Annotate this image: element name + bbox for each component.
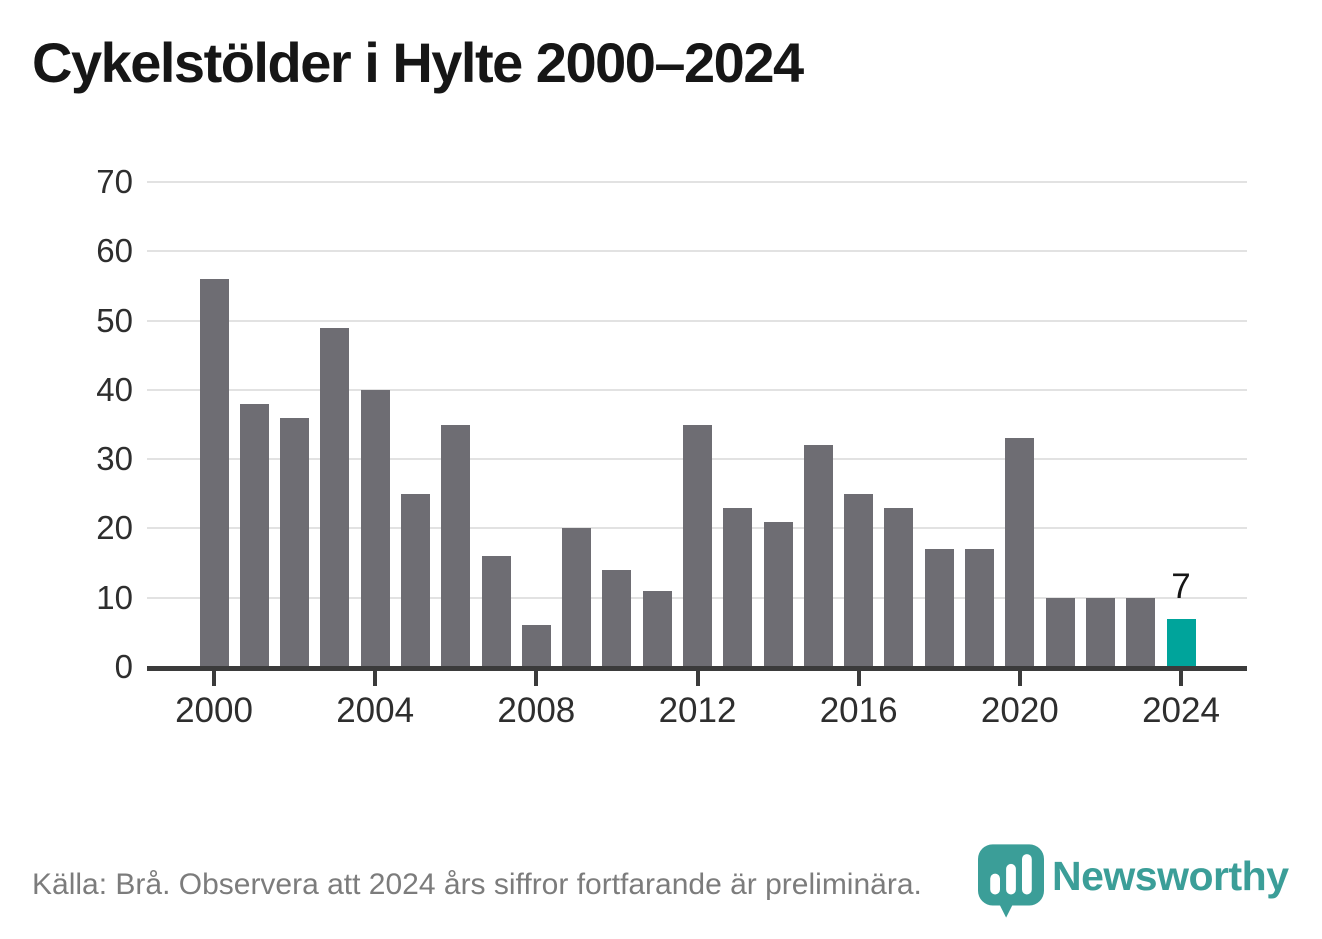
bar-2006	[441, 424, 471, 667]
x-axis-label-2016: 2016	[819, 691, 898, 730]
x-axis-label-2000: 2000	[175, 691, 253, 730]
bar-2012	[683, 424, 712, 667]
bar-2010	[602, 570, 632, 667]
x-axis-tick-2020	[1017, 670, 1022, 686]
newsworthy-pin-icon	[978, 844, 1044, 918]
x-axis-line	[147, 666, 1247, 671]
x-axis-label-2012: 2012	[658, 691, 737, 730]
y-axis-label-50: 50	[96, 301, 133, 339]
bar-2019	[965, 549, 995, 667]
bar-2017	[884, 507, 914, 667]
gridline-40	[147, 388, 1247, 391]
x-axis-tick-2012	[695, 670, 700, 686]
y-axis-label-40: 40	[96, 370, 133, 408]
y-axis-label-20: 20	[96, 509, 133, 547]
y-axis-label-30: 30	[96, 440, 133, 478]
bar-2022	[1085, 597, 1115, 667]
bar-2016	[844, 493, 874, 667]
source-note: Källa: Brå. Observera att 2024 års siffr…	[32, 868, 922, 901]
x-axis-tick-2016	[856, 670, 861, 686]
bar-2011	[642, 590, 672, 667]
newsworthy-logo: Newsworthy	[978, 844, 1289, 918]
bar-2014	[763, 521, 793, 667]
bar-2024	[1166, 618, 1196, 667]
bar-2009	[562, 528, 592, 667]
newsworthy-wordmark: Newsworthy	[1052, 853, 1289, 899]
gridline-70	[147, 181, 1247, 183]
gridline-50	[147, 319, 1247, 322]
bar-2023	[1126, 597, 1156, 667]
bar-2008	[521, 625, 551, 667]
x-axis-label-2004: 2004	[336, 691, 415, 730]
x-axis-label-2024: 2024	[1142, 691, 1220, 730]
bar-2018	[924, 549, 954, 667]
gridline-60	[147, 250, 1247, 253]
footer: Källa: Brå. Observera att 2024 års siffr…	[32, 868, 922, 902]
bar-2001	[239, 403, 269, 667]
bar-2013	[723, 507, 753, 667]
y-axis-label-60: 60	[96, 232, 133, 270]
x-axis-tick-2008	[534, 670, 539, 686]
bar-value-label: 7	[1171, 566, 1191, 606]
y-axis-label-10: 10	[96, 578, 133, 616]
x-axis-label-2020: 2020	[980, 691, 1059, 730]
bar-2015	[803, 445, 833, 667]
x-axis-tick-2004	[373, 670, 378, 686]
bar-2021	[1045, 597, 1075, 667]
bar-2002	[280, 417, 310, 667]
bar-2000	[199, 279, 229, 667]
x-axis-label-2008: 2008	[497, 691, 576, 730]
bar-2007	[481, 556, 511, 667]
x-axis-tick-2000	[212, 670, 216, 686]
bar-2020	[1005, 438, 1035, 667]
bar-chart: 0 10 20 30 40 50 60 70 2000 2004 2008 2012 2016 2020 2…	[96, 163, 1247, 730]
bar-2003	[320, 327, 350, 667]
bar-2004	[360, 389, 390, 667]
x-axis-tick-2024	[1179, 670, 1183, 686]
y-axis-label-0: 0	[114, 648, 133, 685]
bar-2005	[400, 493, 430, 667]
chart-title: Cykelstölder i Hylte 2000–2024	[32, 31, 804, 94]
y-axis-label-70: 70	[96, 163, 133, 200]
